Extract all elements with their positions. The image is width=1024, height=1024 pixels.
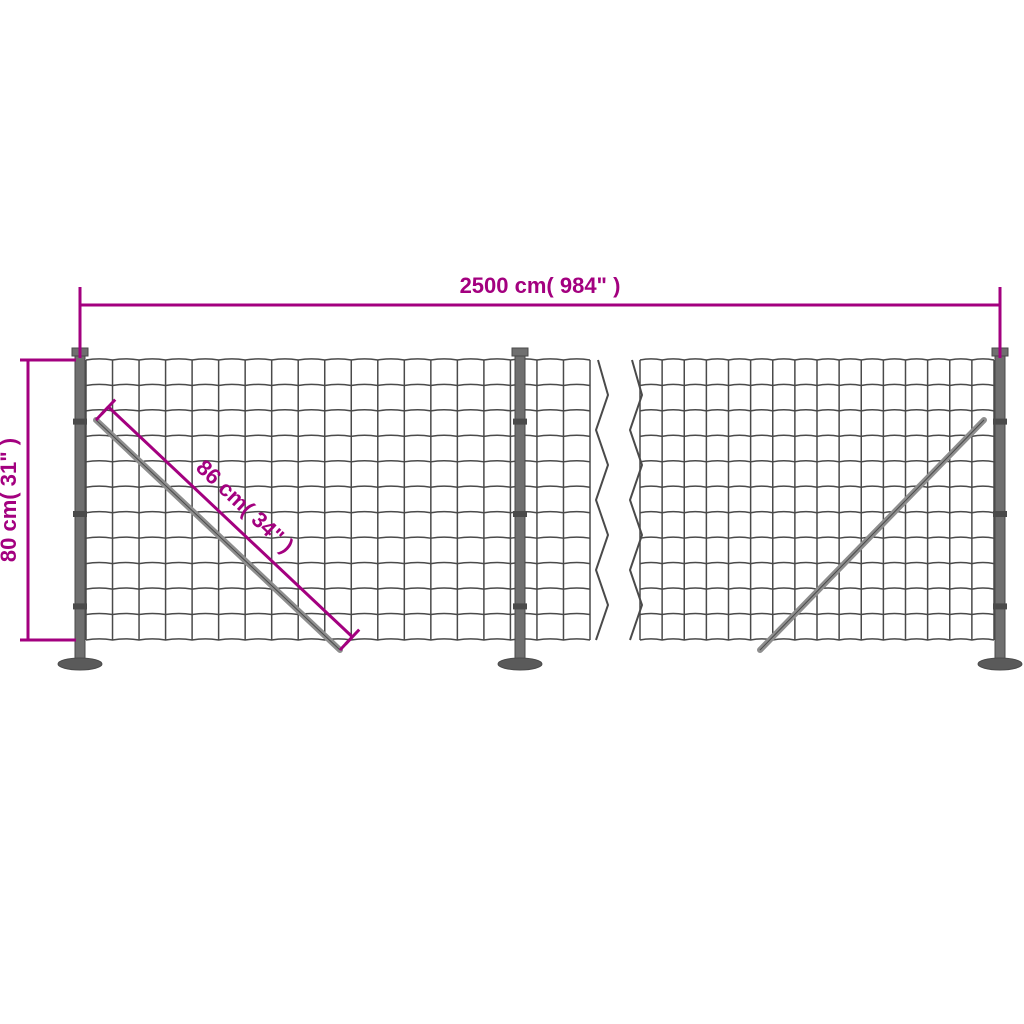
dimension-width: 2500 cm( 984" ) xyxy=(80,273,1000,358)
post-foot xyxy=(978,658,1022,670)
dimension-brace: 86 cm( 34" ) xyxy=(96,400,359,650)
fence-post-middle xyxy=(498,348,542,670)
fence-post-right xyxy=(978,348,1022,670)
dimension-height: 80 cm( 31" ) xyxy=(0,360,76,640)
post-foot xyxy=(498,658,542,670)
fence-post-left xyxy=(58,348,102,670)
continuation-break xyxy=(596,360,642,640)
post-foot xyxy=(58,658,102,670)
dimension-width-label: 2500 cm( 984" ) xyxy=(460,273,621,298)
fence-mesh xyxy=(86,359,590,640)
dimension-height-label: 80 cm( 31" ) xyxy=(0,438,21,562)
fence-mesh xyxy=(640,359,994,640)
